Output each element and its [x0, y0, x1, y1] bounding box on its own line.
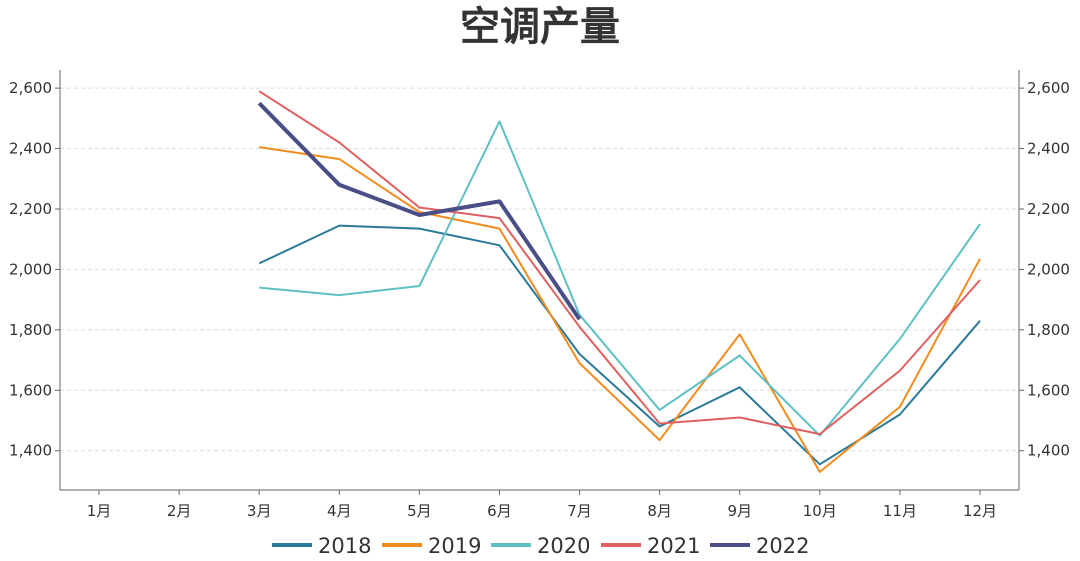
x-tick-label: 1月 — [87, 502, 112, 520]
series-line-2020 — [259, 120, 981, 437]
x-tick-label: 6月 — [487, 502, 512, 520]
series-line-2021 — [258, 90, 981, 436]
y-tick-label-right: 1,400 — [1027, 442, 1070, 460]
series-lines — [257, 90, 981, 473]
y-tick-label-left: 2,000 — [9, 260, 52, 278]
grid — [60, 87, 1019, 452]
y-tick-label-left: 1,400 — [9, 442, 52, 460]
x-tick-label: 11月 — [883, 502, 917, 520]
x-tick-label: 10月 — [803, 502, 837, 520]
legend-label-2019: 2019 — [428, 534, 481, 558]
legend: 2018 2019 2020 2021 2022 — [272, 534, 809, 558]
legend-label-2018: 2018 — [318, 534, 371, 558]
x-tick-label: 12月 — [963, 502, 997, 520]
x-tick-label: 4月 — [327, 502, 352, 520]
y-tick-label-right: 2,200 — [1027, 200, 1070, 218]
axes: 1,400 1,400 1,600 1,600 1,800 1,800 2,000 2,000… — [9, 70, 1070, 520]
y-tick-label-right: 1,800 — [1027, 321, 1070, 339]
x-tick-label: 9月 — [727, 502, 752, 520]
y-tick-label-right: 2,400 — [1027, 140, 1070, 158]
y-tick-label-left: 2,600 — [9, 79, 52, 97]
y-tick-label-right: 2,000 — [1027, 260, 1070, 278]
x-tick-label: 8月 — [647, 502, 672, 520]
y-tick-label-left: 2,200 — [9, 200, 52, 218]
x-tick-label: 7月 — [567, 502, 592, 520]
legend-label-2021: 2021 — [647, 534, 700, 558]
legend-label-2022: 2022 — [756, 534, 809, 558]
chart-title: 空调产量 — [460, 4, 620, 50]
series-line-2022 — [257, 101, 582, 321]
y-tick-label-right: 2,600 — [1027, 79, 1070, 97]
x-tick-label: 2月 — [167, 502, 192, 520]
y-tick-label-left: 1,600 — [9, 381, 52, 399]
x-tick-label: 3月 — [247, 502, 272, 520]
series-line-2019 — [259, 146, 981, 473]
legend-label-2020: 2020 — [537, 534, 590, 558]
y-tick-label-left: 2,400 — [9, 140, 52, 158]
x-tick-label: 5月 — [407, 502, 432, 520]
y-tick-label-left: 1,800 — [9, 321, 52, 339]
y-tick-label-right: 1,600 — [1027, 381, 1070, 399]
